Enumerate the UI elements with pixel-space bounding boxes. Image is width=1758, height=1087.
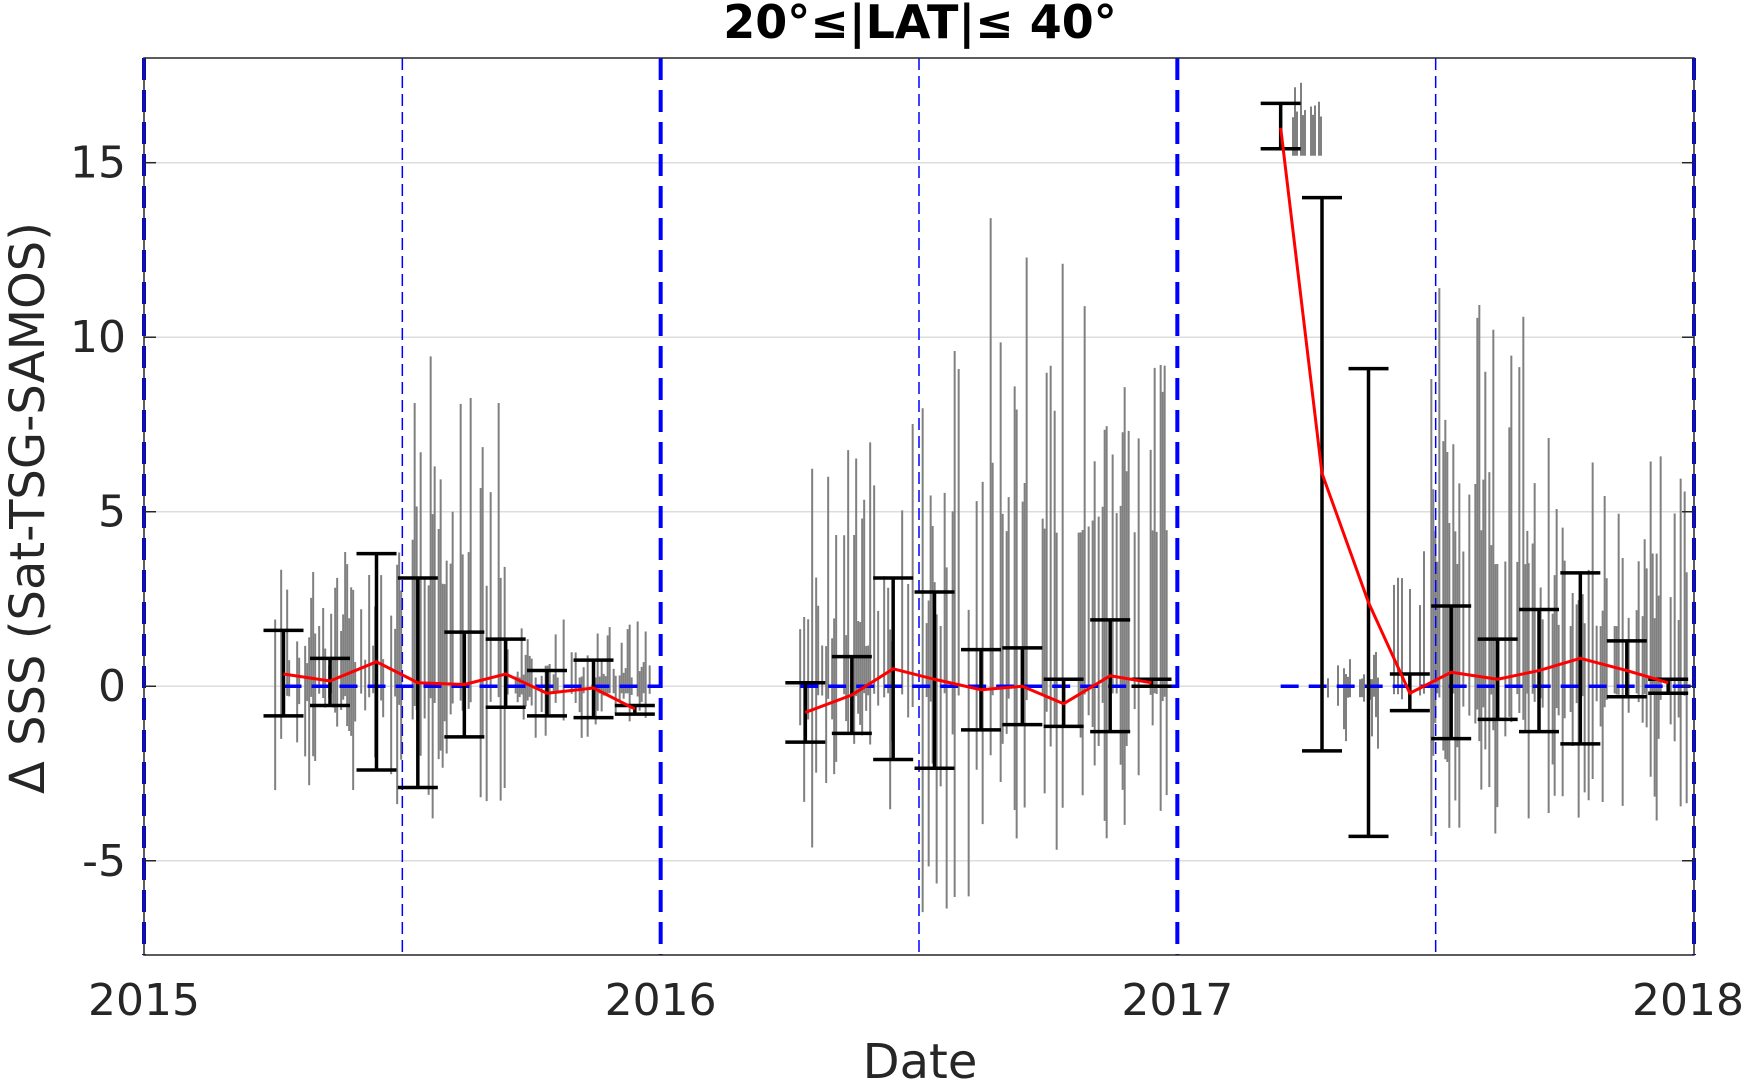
y-tick-label: 0 [98, 661, 126, 712]
x-tick-label: 2018 [1632, 975, 1744, 1026]
x-tick-label: 2016 [605, 975, 717, 1026]
x-tick-label: 2015 [88, 975, 200, 1026]
axes [143, 57, 1695, 956]
y-tick-label: 5 [98, 487, 126, 538]
error-bar [1606, 639, 1647, 699]
chart-title: 20°≤|LAT|≤ 40° [723, 0, 1116, 50]
y-axis-label: Δ SSS (Sat-TSG-SAMOS) [0, 222, 56, 794]
error-bar [614, 703, 655, 716]
reference-lines [142, 58, 1696, 955]
y-tick-label: 15 [70, 138, 126, 189]
tick-labels: -5 0 5 10 15 2015 2016 2017 2018 [70, 138, 1744, 1026]
plot-frame [143, 57, 1695, 956]
y-tick-label: 10 [70, 312, 126, 363]
scatter-points [274, 82, 1688, 913]
error-bar [1260, 101, 1301, 151]
mean-line [1279, 127, 1669, 695]
x-axis-label: Date [863, 1034, 978, 1087]
error-bar [263, 628, 304, 718]
mean-line [804, 667, 1152, 714]
x-tick-label: 2017 [1121, 975, 1233, 1026]
mean-line-layer [283, 127, 1669, 714]
mean-line [283, 660, 636, 711]
y-tick-label: -5 [82, 836, 126, 887]
